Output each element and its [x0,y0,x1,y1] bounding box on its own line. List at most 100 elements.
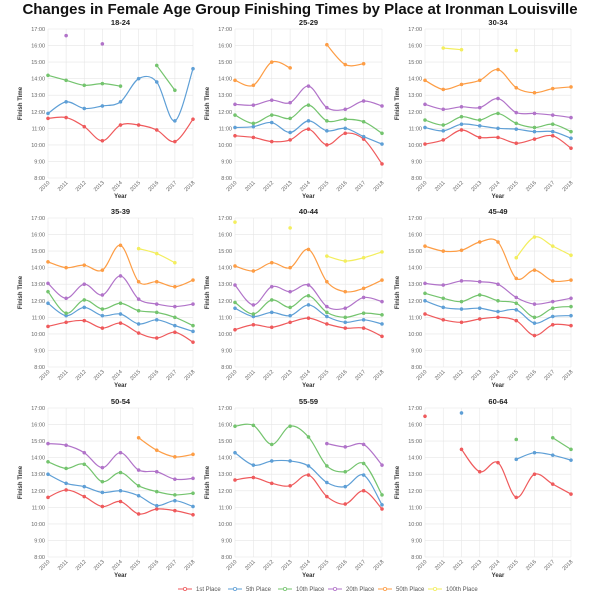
x-tick-label: 2012 [452,369,465,382]
x-tick-label: 2018 [373,180,386,193]
data-point [532,125,537,130]
data-point [477,317,482,321]
data-point [191,302,195,306]
data-point [64,311,68,316]
data-point [343,469,348,474]
data-point [477,124,482,128]
y-axis-label: Finish Time [395,275,401,309]
data-point [514,276,519,281]
y-tick-label: 17:00 [218,27,232,33]
x-axis-label: Year [302,194,315,200]
data-point [136,279,141,284]
data-point [269,60,274,64]
data-point [496,96,500,101]
data-point [154,279,159,284]
data-point [173,88,177,93]
data-point [269,139,274,144]
legend-label: 20th Place [346,587,375,593]
x-tick-label: 2017 [543,559,556,572]
data-point [361,255,366,260]
data-point [361,134,366,139]
y-tick-label: 11:00 [219,126,232,132]
data-point [288,226,292,230]
data-point [496,309,500,314]
data-point [82,494,87,499]
data-point [306,464,311,468]
data-point [100,326,105,330]
series-line-100th-place [515,236,572,259]
data-point [173,330,177,335]
data-point [173,260,177,265]
data-point [100,104,105,108]
data-point [441,249,446,253]
data-point [441,128,446,133]
data-point [154,448,159,453]
data-point [100,293,105,297]
data-point [459,447,464,452]
x-axis-label: Year [492,573,505,579]
y-tick-label: 12:00 [408,299,422,305]
data-point [441,107,446,112]
y-tick-label: 15:00 [31,439,45,445]
x-tick-label: 2013 [281,559,294,572]
x-tick-label: 2011 [57,369,70,382]
x-tick-label: 2011 [57,559,70,572]
data-point [288,483,292,488]
y-tick-label: 9:00 [221,159,232,165]
data-point [64,78,68,83]
data-point [251,124,256,129]
data-point [64,488,68,492]
data-point [46,301,50,306]
data-point [136,322,141,326]
data-point [325,254,329,258]
data-point [569,313,573,318]
data-point [343,502,348,506]
data-point [64,481,68,486]
x-tick-label: 2014 [299,369,312,382]
data-point [459,248,464,253]
data-point [118,450,123,455]
data-point [288,130,292,135]
data-point [173,498,177,503]
data-point [306,435,311,439]
data-point [325,105,329,110]
x-tick-label: 2017 [165,369,178,382]
data-point [154,503,159,508]
data-point [154,302,159,306]
data-point [496,282,500,287]
data-point [423,244,427,248]
data-point [136,483,141,488]
data-point [64,33,68,38]
data-point [269,442,274,447]
data-point [569,304,573,309]
y-tick-label: 8:00 [221,555,232,561]
data-point [100,465,105,470]
data-point [423,298,427,303]
data-point [380,322,384,326]
data-point [269,98,274,103]
data-point [569,253,573,258]
data-point [380,278,384,282]
data-point [288,305,292,310]
y-axis-label: Finish Time [395,465,401,499]
data-point [325,494,329,499]
y-axis-label: Finish Time [205,275,211,309]
x-tick-label: 2010 [416,180,429,193]
panel-title: 40-44 [299,207,319,216]
data-point [251,269,256,273]
data-point [441,46,446,50]
y-tick-label: 11:00 [219,505,232,511]
data-point [550,279,555,283]
y-tick-label: 13:00 [408,472,422,478]
y-tick-label: 9:00 [411,538,422,544]
y-axis-label: Finish Time [18,275,24,309]
x-tick-label: 2016 [525,180,538,193]
x-tick-label: 2012 [75,559,88,572]
data-point [514,295,519,300]
x-tick-label: 2011 [57,180,70,193]
x-tick-label: 2013 [470,559,483,572]
data-point [477,240,482,244]
y-tick-label: 15:00 [31,249,45,255]
y-tick-label: 14:00 [31,456,45,462]
data-point [380,142,384,146]
